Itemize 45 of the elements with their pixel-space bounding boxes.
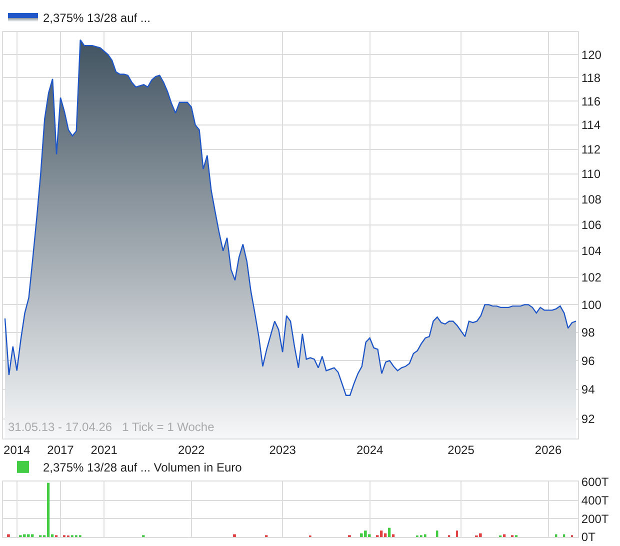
x-tick-label: 2014	[4, 442, 31, 457]
x-tick-label: 2025	[448, 442, 475, 457]
y-tick-label: 106	[581, 218, 602, 232]
y-tick-label: 118	[581, 70, 601, 85]
legend-label: 2,375% 13/28 auf ... Volumen in Euro	[43, 460, 242, 475]
bar	[380, 530, 383, 537]
bar	[233, 534, 236, 537]
bar	[47, 482, 50, 537]
x-tick-label: 2023	[269, 442, 296, 457]
bar	[384, 533, 387, 537]
x-tick-label: 2024	[356, 442, 384, 457]
y-tick-label: 116	[581, 94, 601, 108]
y-tick-label: 0T	[581, 530, 596, 544]
annotation: 31.05.13 - 17.04.26 1 Tick = 1 Woche	[8, 420, 215, 434]
y-tick-label: 600T	[581, 475, 610, 490]
y-tick-label: 200T	[581, 512, 610, 526]
bar	[364, 530, 367, 537]
bar	[7, 534, 10, 537]
bar	[479, 533, 482, 537]
bar	[388, 528, 391, 537]
bar	[436, 530, 438, 537]
legend-label: 2,375% 13/28 auf ...	[43, 11, 150, 26]
bar	[424, 534, 426, 537]
y-tick-label: 92	[581, 412, 596, 426]
y-tick-label: 98	[581, 326, 596, 340]
y-tick-label: 120	[581, 48, 602, 62]
x-tick-label: 2026	[534, 442, 562, 457]
y-tick-label: 400T	[581, 493, 610, 508]
y-tick-label: 100	[581, 298, 602, 312]
x-tick-label: 2021	[90, 442, 118, 457]
x-tick-label: 2017	[47, 442, 74, 457]
bar	[23, 534, 26, 537]
bar	[360, 533, 363, 537]
bar	[456, 530, 458, 537]
y-tick-label: 102	[581, 270, 602, 285]
bar	[368, 534, 371, 537]
y-tick-label: 104	[581, 244, 602, 258]
y-tick-label: 96	[581, 354, 596, 368]
bar	[27, 534, 30, 537]
y-tick-label: 108	[581, 192, 602, 206]
x-tick-label: 2022	[178, 442, 206, 457]
y-tick-label: 114	[581, 118, 601, 132]
y-tick-label: 112	[581, 142, 601, 156]
y-tick-label: 110	[581, 167, 601, 182]
y-tick-label: 94	[581, 382, 596, 397]
